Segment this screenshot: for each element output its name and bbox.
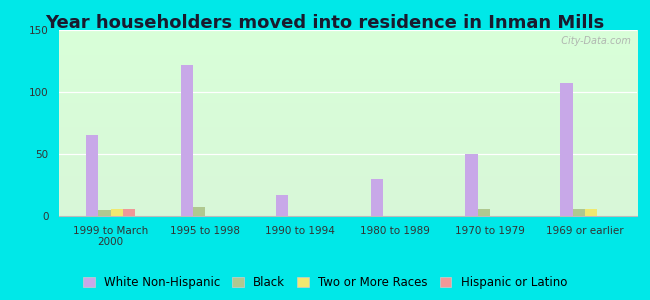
Bar <box>585 208 597 216</box>
Bar <box>573 208 585 216</box>
Bar <box>111 208 123 216</box>
Bar <box>193 207 205 216</box>
Bar <box>181 65 193 216</box>
Bar <box>98 210 110 216</box>
Bar <box>465 154 478 216</box>
Bar <box>123 208 135 216</box>
Legend: White Non-Hispanic, Black, Two or More Races, Hispanic or Latino: White Non-Hispanic, Black, Two or More R… <box>78 272 572 294</box>
Text: City-Data.com: City-Data.com <box>555 36 631 46</box>
Bar <box>86 135 98 216</box>
Bar <box>370 179 383 216</box>
Bar <box>276 195 288 216</box>
Bar <box>478 208 490 216</box>
Text: Year householders moved into residence in Inman Mills: Year householders moved into residence i… <box>46 14 605 32</box>
Bar <box>560 83 573 216</box>
